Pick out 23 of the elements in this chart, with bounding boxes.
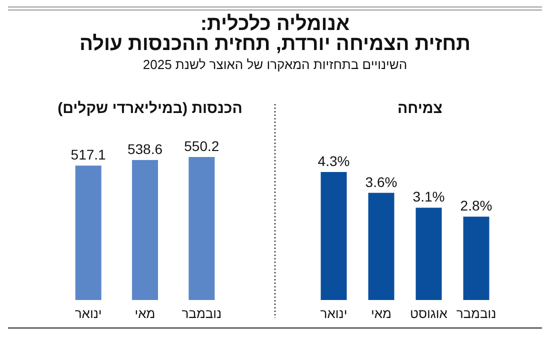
bar [463, 216, 490, 300]
bar [416, 208, 442, 300]
x-tick-label: נובמבר [182, 306, 222, 321]
bar [368, 192, 394, 300]
text: השינויים בתחזיות המאקרו של האוצר לשנת 2025 [142, 57, 408, 72]
bar [320, 172, 347, 300]
x-tick-label: ינואר [320, 306, 348, 321]
data-label: 4.3% [318, 153, 350, 169]
chart-title: הכנסות (במיליארדי שקלים) [58, 100, 242, 117]
data-label: 3.1% [412, 188, 445, 205]
x-tick-label: מאי [134, 306, 156, 321]
x-tick-label: אוגוסט [410, 306, 448, 321]
chart-title: צמיחה [398, 100, 442, 117]
text: תחזית הצמיחה יורדת, תחזית ההכנסות עולה [79, 33, 471, 55]
x-tick-label: מאי [371, 306, 392, 321]
data-label: 517.1 [70, 146, 106, 163]
data-label: 3.6% [365, 174, 398, 190]
text: אנומליה כלכלית: [200, 13, 350, 35]
data-label: 550.2 [184, 138, 220, 154]
x-tick-label: נובמבר [456, 306, 496, 321]
data-label: 2.8% [460, 198, 492, 214]
x-tick-label: ינואר [74, 306, 102, 321]
data-label: 538.6 [127, 141, 163, 158]
